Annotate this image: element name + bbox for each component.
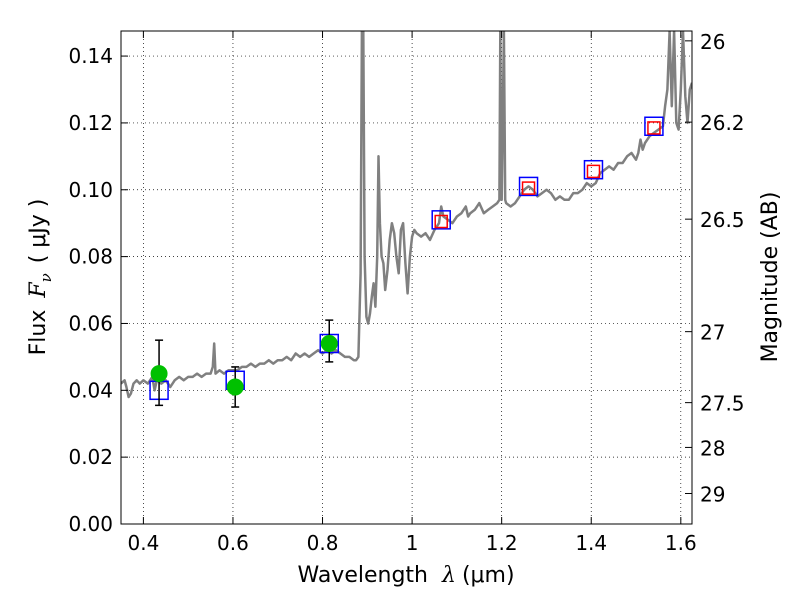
blue-square-marker bbox=[518, 176, 539, 197]
y-tick-label: 0.04 bbox=[68, 378, 113, 402]
data-series bbox=[121, 31, 692, 408]
blue-square-marker bbox=[431, 210, 451, 230]
blue-square-marker bbox=[644, 116, 664, 137]
x-tick-label: 1 bbox=[406, 531, 419, 555]
x-tick-label: 0.4 bbox=[127, 531, 159, 555]
y-axis-label: FluxFν( μJy ) bbox=[26, 199, 55, 356]
y2-tick-label: 26 bbox=[700, 30, 725, 54]
y2-tick-label: 27.5 bbox=[700, 392, 745, 416]
plot-frame bbox=[120, 30, 693, 525]
x-axis-label: Wavelength λ (μm) bbox=[297, 563, 514, 588]
axis-ticks: 0.4 0.6 0.8 1 1.2 1.4 1.6 0.00 0.02 0.04 0.06 0.08 0… bbox=[68, 30, 744, 555]
y-tick-label: 0.10 bbox=[68, 178, 113, 202]
green-circle-marker bbox=[320, 335, 338, 353]
blue-square-marker bbox=[583, 159, 604, 180]
y-tick-label: 0.00 bbox=[68, 512, 113, 536]
y-tick-label: 0.12 bbox=[68, 111, 113, 135]
y-tick-label: 0.06 bbox=[68, 311, 113, 335]
red-square-marker bbox=[521, 181, 536, 195]
y2-tick-label: 28 bbox=[700, 436, 725, 460]
y2-tick-label: 29 bbox=[700, 483, 725, 507]
y-tick-label: 0.08 bbox=[68, 245, 113, 269]
x-tick-label: 1.4 bbox=[575, 531, 607, 555]
red-square-marker bbox=[586, 164, 601, 179]
x-tick-label: 1.6 bbox=[665, 531, 697, 555]
y2-tick-label: 26.5 bbox=[700, 208, 745, 232]
x-tick-label: 0.6 bbox=[217, 531, 249, 555]
y2-tick-label: 26.2 bbox=[700, 111, 745, 135]
y-tick-label: 0.02 bbox=[68, 445, 113, 469]
red-square-marker bbox=[647, 121, 661, 135]
red-square-marker bbox=[434, 214, 448, 229]
green-circle-marker bbox=[150, 365, 168, 383]
x-tick-label: 0.8 bbox=[307, 531, 339, 555]
y2-tick-label: 27 bbox=[700, 321, 725, 345]
sed-model-line bbox=[121, 31, 692, 399]
x-tick-label: 1.2 bbox=[486, 531, 518, 555]
green-circle-marker bbox=[226, 378, 244, 396]
y-tick-label: 0.14 bbox=[68, 44, 113, 68]
y2-axis-label: Magnitude (AB) bbox=[758, 192, 783, 363]
